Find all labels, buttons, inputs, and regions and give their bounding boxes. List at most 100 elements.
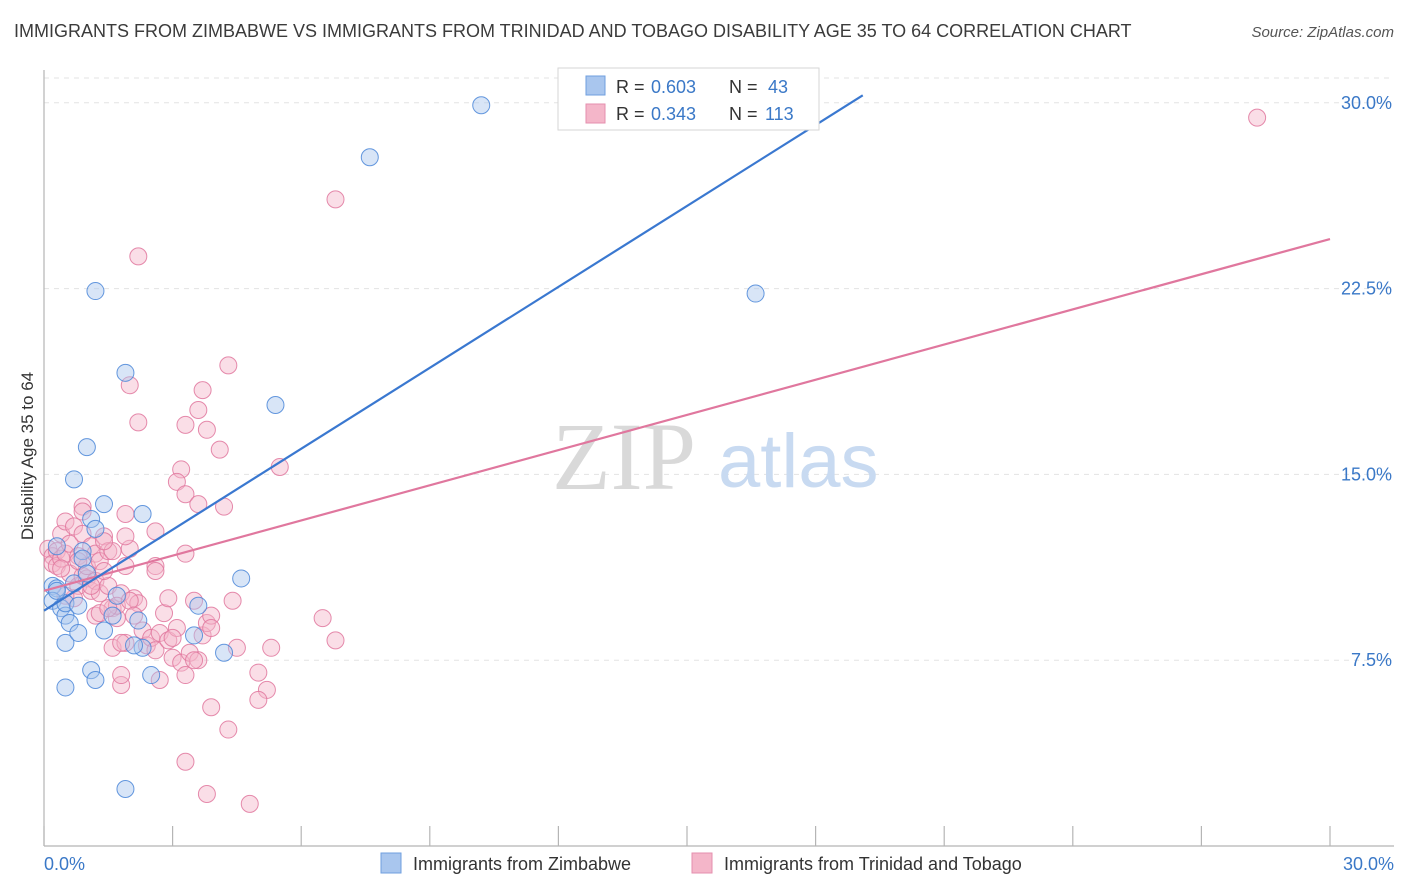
data-point-trinidad: [313, 609, 332, 628]
bottom-legend-swatch-trinidad: [691, 852, 713, 874]
legend-n-label-1: N =: [729, 77, 758, 97]
data-point-trinidad: [202, 698, 221, 717]
y-tick-label: 7.5%: [1351, 650, 1392, 670]
bottom-legend-swatch-zimbabwe: [380, 852, 402, 874]
data-point-trinidad: [56, 512, 75, 531]
data-point-trinidad: [223, 591, 242, 610]
data-point-trinidad: [129, 413, 148, 432]
x-axis-ticks: [43, 826, 1331, 846]
bottom-legend-label-zimbabwe: Immigrants from Zimbabwe: [413, 854, 631, 874]
data-point-trinidad: [185, 651, 204, 670]
data-point-trinidad: [116, 527, 135, 546]
data-point-trinidad: [202, 618, 221, 637]
legend-r-value-2: 0.343: [651, 104, 696, 124]
data-point-zimbabwe: [215, 643, 234, 662]
legend-r-label-1: R =: [616, 77, 645, 97]
data-point-trinidad: [176, 485, 195, 504]
series-trinidad-points: [39, 108, 1267, 813]
data-point-trinidad: [52, 559, 71, 578]
data-point-zimbabwe: [116, 780, 135, 799]
data-point-zimbabwe: [472, 96, 491, 115]
legend-r-value-1: 0.603: [651, 77, 696, 97]
data-point-trinidad: [176, 752, 195, 771]
data-point-trinidad: [167, 618, 186, 637]
data-point-zimbabwe: [73, 549, 92, 568]
legend-swatch-zimbabwe: [585, 75, 606, 96]
data-point-zimbabwe: [95, 621, 114, 640]
y-tick-label: 15.0%: [1341, 464, 1392, 484]
data-point-zimbabwe: [116, 363, 135, 382]
data-point-trinidad: [262, 638, 281, 657]
data-point-zimbabwe: [107, 586, 126, 605]
data-point-trinidad: [189, 651, 208, 670]
x-tick-label-min: 0.0%: [44, 854, 85, 874]
data-point-trinidad: [176, 415, 195, 434]
data-point-trinidad: [210, 440, 229, 459]
data-point-zimbabwe: [82, 509, 101, 528]
data-point-trinidad: [129, 247, 148, 266]
data-point-trinidad: [197, 784, 216, 803]
data-point-zimbabwe: [360, 148, 379, 167]
data-point-trinidad: [326, 190, 345, 209]
data-point-trinidad: [197, 420, 216, 439]
data-point-zimbabwe: [73, 542, 92, 561]
data-point-zimbabwe: [232, 569, 251, 588]
data-point-zimbabwe: [185, 626, 204, 645]
trend-line-zimbabwe: [43, 94, 864, 612]
y-tick-label: 22.5%: [1341, 279, 1392, 299]
data-point-trinidad: [202, 606, 221, 625]
data-point-trinidad: [99, 542, 118, 561]
watermark-atlas: atlas: [718, 419, 879, 504]
data-point-trinidad: [1248, 108, 1267, 127]
data-point-trinidad: [189, 400, 208, 419]
data-point-trinidad: [167, 472, 186, 491]
data-point-trinidad: [112, 666, 131, 685]
data-point-zimbabwe: [56, 633, 75, 652]
chart-title: IMMIGRANTS FROM ZIMBABWE VS IMMIGRANTS F…: [14, 21, 1132, 41]
data-point-trinidad: [176, 666, 195, 685]
data-point-trinidad: [155, 604, 174, 623]
data-point-trinidad: [73, 497, 92, 516]
data-point-trinidad: [146, 562, 165, 581]
data-point-trinidad: [112, 675, 131, 694]
series-zimbabwe-points: [43, 96, 765, 799]
data-point-zimbabwe: [56, 678, 75, 697]
legend-n-value-1: 43: [768, 77, 788, 97]
data-point-trinidad: [219, 356, 238, 375]
data-point-trinidad: [116, 505, 135, 524]
data-point-trinidad: [150, 671, 169, 690]
data-point-zimbabwe: [86, 671, 105, 690]
data-point-zimbabwe: [133, 505, 152, 524]
data-point-zimbabwe: [82, 661, 101, 680]
data-point-zimbabwe: [65, 470, 84, 489]
y-tick-label: 30.0%: [1341, 93, 1392, 113]
bottom-legend-label-trinidad: Immigrants from Trinidad and Tobago: [724, 854, 1022, 874]
data-point-zimbabwe: [69, 596, 88, 615]
data-point-zimbabwe: [77, 438, 96, 457]
data-point-trinidad: [163, 648, 182, 667]
data-point-trinidad: [163, 628, 182, 647]
data-point-trinidad: [240, 794, 259, 813]
data-point-trinidad: [95, 532, 114, 551]
data-point-zimbabwe: [69, 623, 88, 642]
legend-n-value-2: 113: [765, 104, 794, 124]
data-point-zimbabwe: [86, 519, 105, 538]
source-credit: Source: ZipAtlas.com: [1251, 24, 1394, 41]
trend-line-trinidad: [43, 237, 1331, 592]
data-point-zimbabwe: [142, 666, 161, 685]
data-point-trinidad: [193, 381, 212, 400]
data-point-zimbabwe: [103, 606, 122, 625]
legend-n-label-2: N =: [729, 104, 758, 124]
data-point-zimbabwe: [95, 495, 114, 514]
y-tick-labels: 7.5% 15.0% 22.5% 30.0%: [1341, 93, 1392, 670]
data-point-zimbabwe: [746, 284, 765, 303]
legend-r-label-2: R =: [616, 104, 645, 124]
data-point-trinidad: [249, 663, 268, 682]
y-axis-label: Disability Age 35 to 64: [18, 372, 37, 540]
data-point-trinidad: [326, 631, 345, 650]
stats-legend: R = 0.603 N = 43 R = 0.343 N = 113: [557, 67, 820, 131]
series-legend: Immigrants from Zimbabwe Immigrants from…: [380, 852, 1022, 874]
data-point-trinidad: [159, 589, 178, 608]
data-point-zimbabwe: [189, 596, 208, 615]
